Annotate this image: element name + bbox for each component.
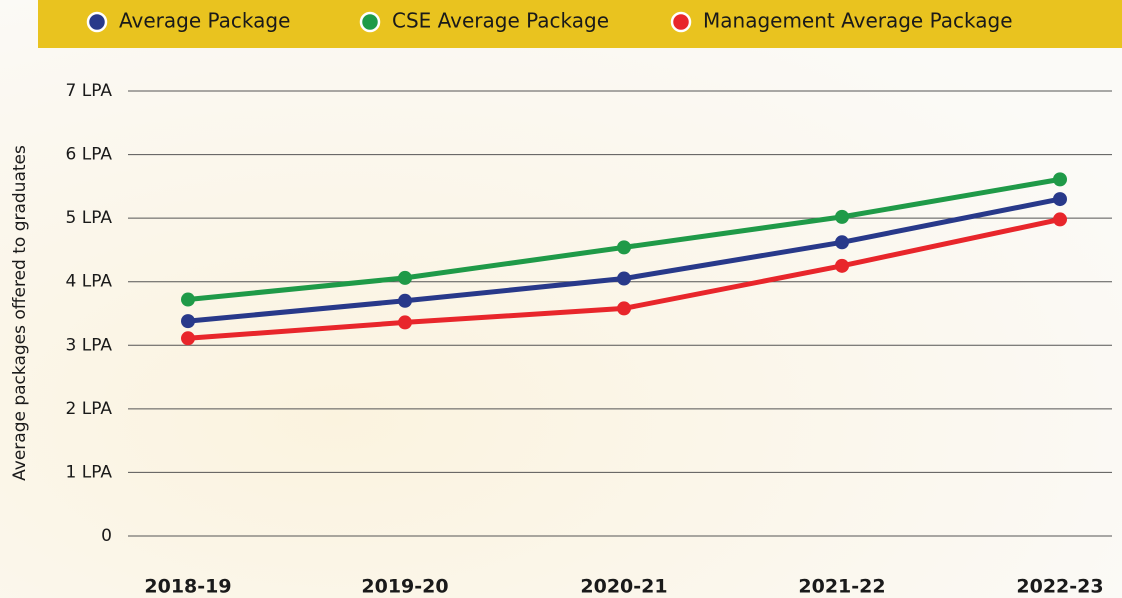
data-point — [835, 235, 849, 250]
data-point — [617, 301, 631, 316]
y-tick-label: 2 LPA — [66, 399, 113, 419]
data-point — [1053, 172, 1067, 187]
data-point — [398, 293, 412, 308]
legend-marker — [86, 11, 108, 33]
data-point — [835, 258, 849, 273]
data-point — [398, 270, 412, 285]
legend-bar — [38, 0, 1122, 48]
y-axis-label: Average packages offered to graduates — [10, 145, 30, 481]
x-tick-label: 2019-20 — [361, 576, 448, 598]
data-point — [617, 271, 631, 286]
legend-marker — [670, 11, 692, 33]
y-tick-label: 4 LPA — [66, 272, 113, 292]
data-point — [398, 315, 412, 330]
legend-label: CSE Average Package — [392, 9, 609, 33]
data-point — [181, 292, 195, 307]
y-tick-label: 6 LPA — [66, 145, 113, 165]
legend-marker — [359, 11, 381, 33]
x-tick-label: 2021-22 — [798, 576, 885, 598]
y-tick-label: 5 LPA — [66, 208, 113, 228]
data-point — [181, 314, 195, 329]
data-point — [617, 240, 631, 255]
x-tick-label: 2020-21 — [580, 576, 667, 598]
y-tick-label: 3 LPA — [66, 335, 113, 355]
x-tick-label: 2018-19 — [144, 576, 231, 598]
y-tick-label: 7 LPA — [66, 81, 113, 101]
y-tick-label: 1 LPA — [66, 462, 113, 482]
data-point — [1053, 212, 1067, 227]
data-point — [835, 209, 849, 224]
y-tick-label: 0 — [101, 526, 112, 546]
data-point — [181, 331, 195, 346]
legend-label: Management Average Package — [703, 9, 1013, 33]
legend-label: Average Package — [119, 9, 290, 33]
data-point — [1053, 192, 1067, 207]
x-tick-label: 2022-23 — [1016, 576, 1103, 598]
